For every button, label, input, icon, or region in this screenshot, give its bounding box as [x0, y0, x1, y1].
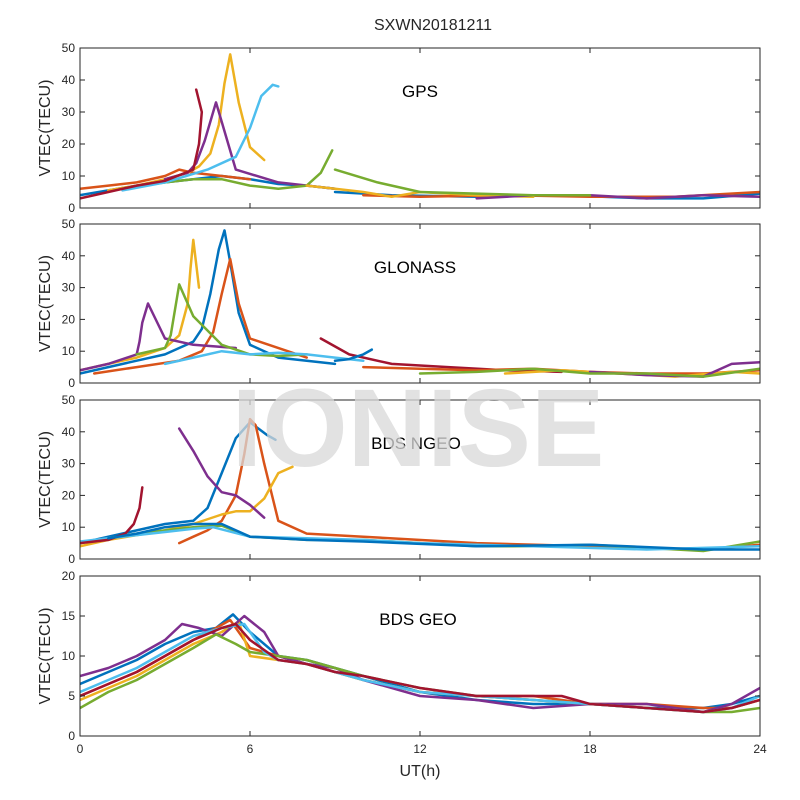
y-tick-label: 30	[62, 281, 76, 295]
series-line	[80, 622, 760, 714]
series-line	[163, 349, 365, 366]
series-line	[80, 302, 238, 372]
panel-title: BDS NGEO	[371, 434, 461, 453]
y-tick-label: 10	[62, 520, 76, 534]
y-tick-label: 30	[62, 105, 76, 119]
panel-bds-ngeo: 0 10 20 30 40 50 VTEC(TECU) BDS NGEO	[37, 393, 761, 566]
series-line	[80, 421, 277, 545]
plot-area	[80, 48, 760, 208]
y-tick-label: 40	[62, 425, 76, 439]
panel-title: GPS	[402, 82, 438, 101]
plot-area	[80, 400, 760, 559]
panel-title: BDS GEO	[379, 610, 456, 629]
panel-gps: 0 10 20 30 40 50 VTEC(TECU) GPS	[37, 41, 761, 215]
series-line	[121, 83, 280, 192]
x-tick-label: 24	[753, 742, 767, 756]
series-line	[80, 486, 144, 545]
series-line	[177, 427, 266, 519]
series-group	[80, 229, 760, 378]
y-tick-label: 0	[68, 376, 75, 390]
series-line	[80, 88, 204, 200]
panel-bds-geo: 0 5 10 15 20 0 6 12 18 24 VTEC(TECU) BDS GEO	[37, 569, 767, 756]
plot-area	[80, 576, 760, 736]
series-line	[135, 283, 308, 358]
y-tick-label: 5	[68, 689, 75, 703]
y-axis-label: VTEC(TECU)	[37, 608, 54, 705]
y-tick-label: 50	[62, 393, 76, 407]
y-tick-label: 20	[62, 137, 76, 151]
x-tick-label: 18	[583, 742, 597, 756]
x-tick-label: 0	[77, 742, 84, 756]
series-group	[80, 613, 760, 714]
series-line	[305, 184, 535, 199]
series-group	[80, 417, 760, 553]
y-tick-label: 40	[62, 73, 76, 87]
figure-title: SXWN20181211	[374, 17, 492, 34]
series-line	[92, 257, 308, 375]
series-line	[333, 348, 374, 362]
watermark: IONISE	[232, 367, 605, 490]
y-axis-label: VTEC(TECU)	[37, 255, 54, 352]
y-tick-label: 40	[62, 249, 76, 263]
y-axis-label: VTEC(TECU)	[37, 80, 54, 177]
y-tick-label: 15	[62, 609, 76, 623]
x-tick-label: 6	[247, 742, 254, 756]
panel-glonass: 0 10 20 30 40 50 VTEC(TECU) GLONASS	[37, 217, 761, 390]
y-tick-label: 10	[62, 169, 76, 183]
y-tick-label: 10	[62, 649, 76, 663]
series-line	[107, 53, 266, 192]
y-tick-label: 50	[62, 217, 76, 231]
series-group	[80, 53, 760, 200]
y-tick-label: 10	[62, 344, 76, 358]
series-line	[121, 149, 334, 191]
series-line	[333, 168, 592, 197]
x-tick-label: 12	[413, 742, 427, 756]
y-tick-label: 50	[62, 41, 76, 55]
y-tick-label: 30	[62, 457, 76, 471]
y-tick-label: 0	[68, 552, 75, 566]
y-tick-label: 0	[68, 729, 75, 743]
y-axis-label: VTEC(TECU)	[37, 431, 54, 528]
y-tick-label: 20	[62, 488, 76, 502]
series-line	[80, 168, 252, 191]
y-tick-label: 0	[68, 201, 75, 215]
series-line	[418, 367, 760, 378]
y-tick-label: 20	[62, 569, 76, 583]
y-tick-label: 20	[62, 312, 76, 326]
x-axis-label: UT(h)	[400, 763, 441, 780]
series-line	[80, 229, 337, 375]
series-line	[107, 522, 760, 551]
panel-title: GLONASS	[374, 258, 456, 277]
